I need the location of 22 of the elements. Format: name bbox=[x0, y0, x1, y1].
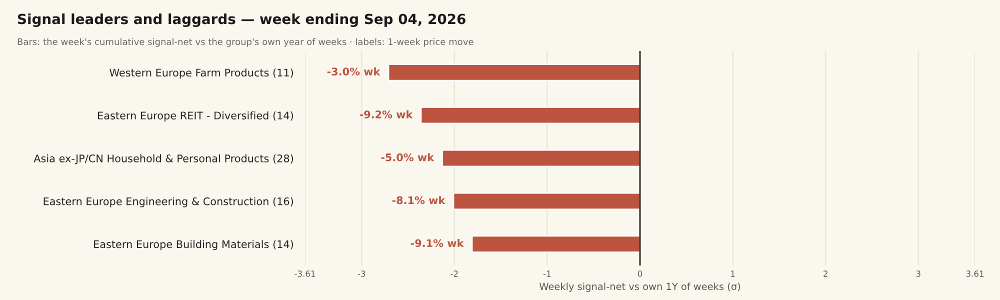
x-tick-label: 1 bbox=[731, 270, 735, 277]
annotation: -5.0% wk bbox=[381, 153, 434, 162]
x-tick-label: -2 bbox=[450, 270, 458, 277]
annotation: -9.1% wk bbox=[410, 239, 464, 248]
x-tick-label: -1 bbox=[543, 270, 551, 277]
chart-title: Signal leaders and laggards — week ending Sep 04, 2026 bbox=[18, 13, 466, 27]
x-tick-label: 2 bbox=[824, 270, 828, 277]
x-tick-label: -3.61 bbox=[294, 270, 316, 277]
y-tick-label: Asia ex-JP/CN Household & Personal Products (28) bbox=[34, 154, 293, 164]
x-tick-label: -3 bbox=[358, 270, 366, 277]
annotation: -3.0% wk bbox=[327, 67, 380, 76]
chart-subtitle: Bars: the week's cumulative signal-net vs the group's own year of weeks · labels: 1-week price move bbox=[18, 38, 474, 47]
x-tick-label: 3.61 bbox=[966, 270, 984, 277]
x-tick-label: 3 bbox=[916, 270, 920, 277]
x-tick-label: 0 bbox=[638, 270, 642, 277]
y-tick-label: Eastern Europe REIT - Diversified (14) bbox=[98, 111, 293, 122]
y-tick-label: Eastern Europe Building Materials (14) bbox=[94, 240, 293, 250]
x-axis-title: Weekly signal-net vs own 1Y of weeks (σ) bbox=[539, 282, 740, 292]
y-tick-label: Western Europe Farm Products (11) bbox=[110, 68, 293, 79]
y-tick-label: Eastern Europe Engineering & Construction (16) bbox=[44, 197, 293, 208]
annotation: -8.1% wk bbox=[392, 196, 446, 204]
annotation: -9.2% wk bbox=[360, 110, 413, 118]
